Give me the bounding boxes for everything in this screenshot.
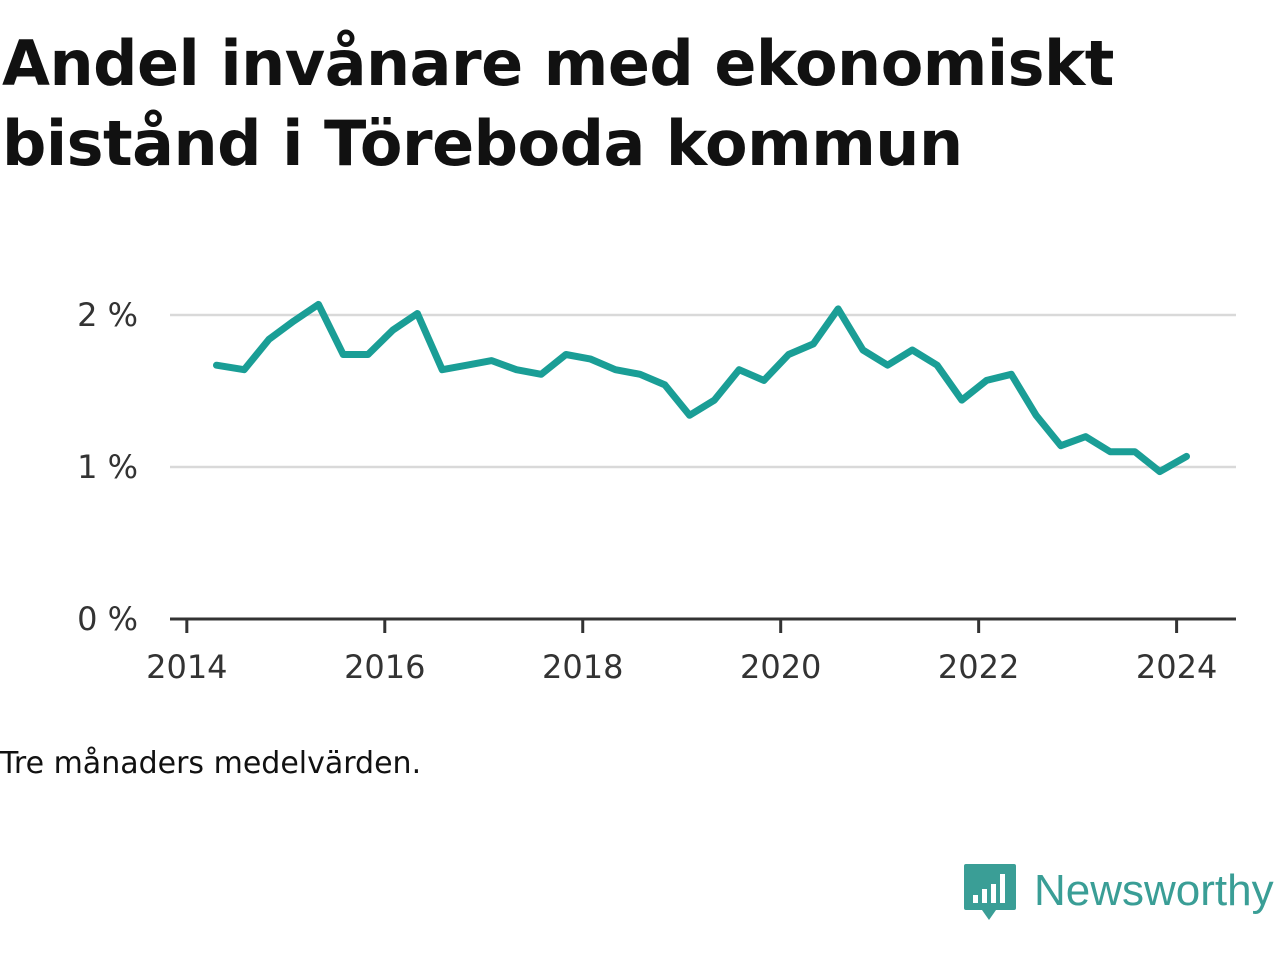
x-tick-label: 2014	[146, 648, 227, 686]
x-tick-label: 2016	[344, 648, 425, 686]
x-axis-ticks	[185, 619, 1179, 633]
series-group	[213, 300, 1190, 476]
brand-logo: Newsworthy	[962, 862, 1274, 928]
y-tick-label: 1 %	[77, 448, 138, 486]
newsworthy-logo-icon	[964, 864, 1016, 920]
y-tick-label: 0 %	[77, 600, 138, 638]
chart-title: Andel invånare med ekonomiskt bistånd i …	[2, 27, 1114, 180]
gridlines	[170, 313, 1236, 469]
x-tick-label: 2020	[740, 648, 821, 686]
x-tick-label: 2022	[938, 648, 1019, 686]
x-tick-label: 2018	[542, 648, 623, 686]
y-tick-label: 2 %	[77, 296, 138, 334]
x-tick-label: 2024	[1136, 648, 1217, 686]
line-chart: 0 % 1 % 2 % 2014 2016 2018 2020 2022 2024	[77, 296, 1236, 686]
series-line-0	[213, 300, 1190, 476]
y-axis-tick-labels: 0 % 1 % 2 %	[77, 296, 138, 638]
brand-name: Newsworthy	[1034, 866, 1274, 915]
x-axis-tick-labels: 2014 2016 2018 2020 2022 2024	[146, 648, 1217, 686]
chart-caption: Tre månaders medelvärden.	[0, 746, 422, 781]
